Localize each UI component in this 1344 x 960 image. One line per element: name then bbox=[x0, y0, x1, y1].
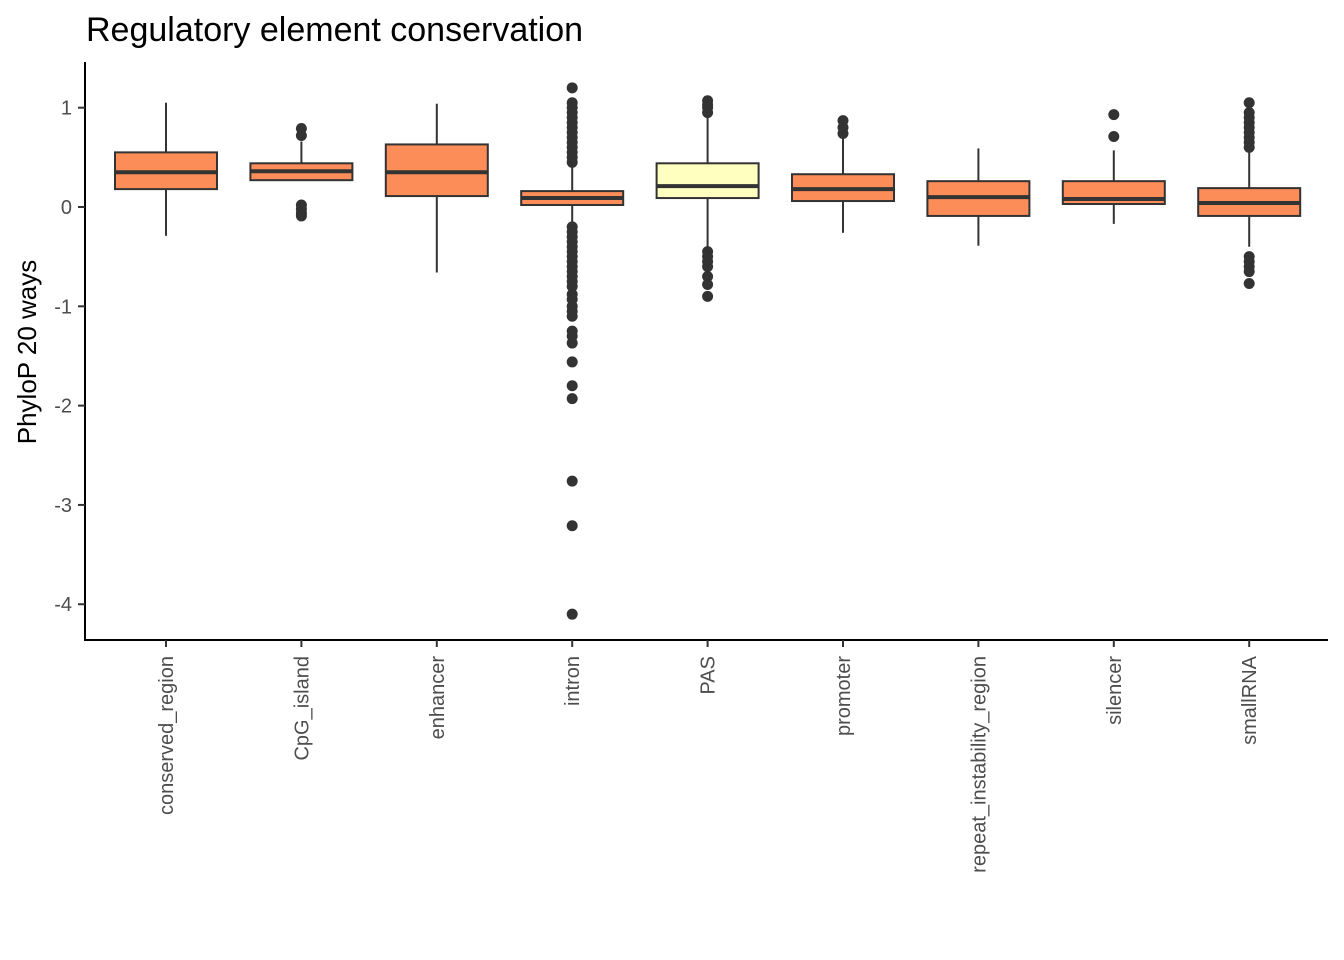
outlier-point bbox=[566, 280, 578, 292]
x-tick-label: CpG_island bbox=[291, 656, 313, 761]
outlier-point bbox=[1108, 130, 1120, 142]
outlier-point bbox=[566, 97, 578, 109]
outlier-point bbox=[566, 380, 578, 392]
outlier-point bbox=[566, 337, 578, 349]
box-body bbox=[655, 162, 760, 200]
y-tick-label: -4 bbox=[54, 594, 72, 616]
outlier-point bbox=[702, 95, 714, 107]
chart-title: Regulatory element conservation bbox=[86, 11, 583, 49]
box-repeat_instability_region bbox=[926, 148, 1031, 246]
outlier-point bbox=[566, 608, 578, 620]
outlier-point bbox=[566, 310, 578, 322]
x-tick-label: intron bbox=[562, 656, 584, 706]
box-conserved_region bbox=[114, 102, 218, 236]
box-enhancer bbox=[384, 103, 489, 273]
outlier-point bbox=[566, 356, 578, 368]
outlier-point bbox=[566, 520, 578, 532]
outlier-point bbox=[702, 278, 714, 290]
x-tick-label: conserved_region bbox=[156, 656, 178, 815]
outlier-point bbox=[295, 123, 307, 135]
outlier-point bbox=[566, 393, 578, 405]
x-tick-label: promoter bbox=[833, 656, 855, 736]
box-intron bbox=[520, 82, 625, 620]
x-axis: conserved_region CpG_island enhancer intron… bbox=[156, 640, 1261, 873]
outlier-point bbox=[1243, 266, 1255, 278]
x-tick-label: PAS bbox=[698, 656, 720, 695]
y-tick-label: 0 bbox=[61, 197, 72, 219]
outlier-point bbox=[295, 210, 307, 222]
y-tick-label: -1 bbox=[54, 296, 72, 318]
x-tick-label: repeat_instability_region bbox=[968, 656, 990, 873]
y-tick-label: -2 bbox=[54, 396, 72, 418]
box-PAS bbox=[655, 95, 760, 302]
y-axis-label: PhyloP 20 ways bbox=[12, 260, 42, 445]
outlier-point bbox=[1243, 277, 1255, 289]
outlier-point bbox=[702, 271, 714, 283]
plot-area bbox=[114, 82, 1302, 620]
box-CpG_island bbox=[249, 123, 354, 222]
x-tick-label: silencer bbox=[1104, 656, 1126, 725]
x-tick-label: smallRNA bbox=[1239, 655, 1261, 745]
outlier-point bbox=[1108, 109, 1120, 121]
outlier-point bbox=[837, 115, 849, 127]
box-smallRNA bbox=[1197, 97, 1302, 289]
outlier-point bbox=[702, 290, 714, 302]
box-silencer bbox=[1061, 109, 1166, 224]
y-tick-label: 1 bbox=[61, 98, 72, 120]
x-tick-label: enhancer bbox=[427, 656, 449, 740]
outlier-point bbox=[702, 261, 714, 273]
box-promoter bbox=[791, 115, 895, 233]
outlier-point bbox=[1243, 107, 1255, 119]
y-tick-label: -3 bbox=[54, 495, 72, 517]
y-axis: 1 0 -1 -2 -3 -4 bbox=[54, 98, 85, 616]
outlier-point bbox=[566, 475, 578, 487]
outlier-point bbox=[566, 82, 578, 94]
outlier-point bbox=[1243, 97, 1255, 109]
